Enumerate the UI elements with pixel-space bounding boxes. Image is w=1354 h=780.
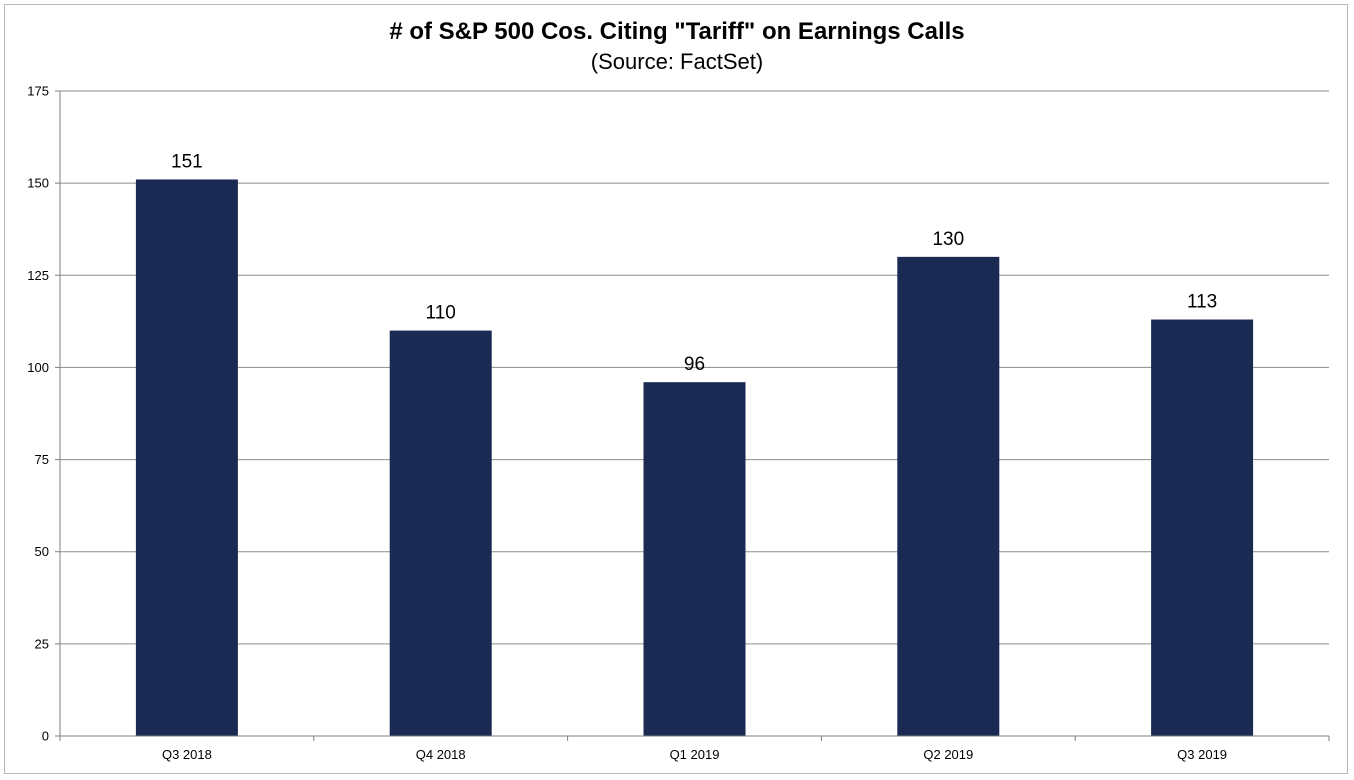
y-tick-label: 25 xyxy=(35,636,49,651)
chart-svg: # of S&P 500 Cos. Citing "Tariff" on Ear… xyxy=(27,18,1330,763)
axes xyxy=(55,90,1330,741)
data-label: 151 xyxy=(171,151,203,172)
data-label: 130 xyxy=(932,229,964,250)
y-tick-label: 75 xyxy=(35,452,49,467)
bar xyxy=(643,382,746,736)
y-tick-label: 0 xyxy=(42,729,49,744)
data-label: 96 xyxy=(684,354,705,375)
x-tick-label: Q2 2019 xyxy=(923,747,973,762)
y-tick-label: 175 xyxy=(27,84,49,99)
x-tick-label: Q3 2019 xyxy=(1177,747,1227,762)
bars xyxy=(135,179,1254,736)
labels: 0 25 50 75 100 125 150 175 151 Q3 2018 110 Q4 2018 9… xyxy=(27,84,1227,763)
data-label: 113 xyxy=(1187,292,1217,313)
chart-title: # of S&P 500 Cos. Citing "Tariff" on Ear… xyxy=(389,18,964,45)
y-tick-label: 50 xyxy=(35,544,49,559)
bar xyxy=(389,330,492,736)
chart-subtitle: (Source: FactSet) xyxy=(591,49,763,74)
x-tick-label: Q3 2018 xyxy=(162,747,212,762)
bar xyxy=(897,256,1000,736)
y-tick-label: 150 xyxy=(27,176,49,191)
data-label: 110 xyxy=(426,303,456,324)
bar xyxy=(135,179,238,736)
x-tick-label: Q1 2019 xyxy=(670,747,720,762)
bar xyxy=(1151,319,1254,736)
y-tick-label: 100 xyxy=(27,360,49,375)
chart-frame: # of S&P 500 Cos. Citing "Tariff" on Ear… xyxy=(4,4,1348,774)
y-tick-label: 125 xyxy=(27,268,49,283)
x-tick-label: Q4 2018 xyxy=(416,747,466,762)
